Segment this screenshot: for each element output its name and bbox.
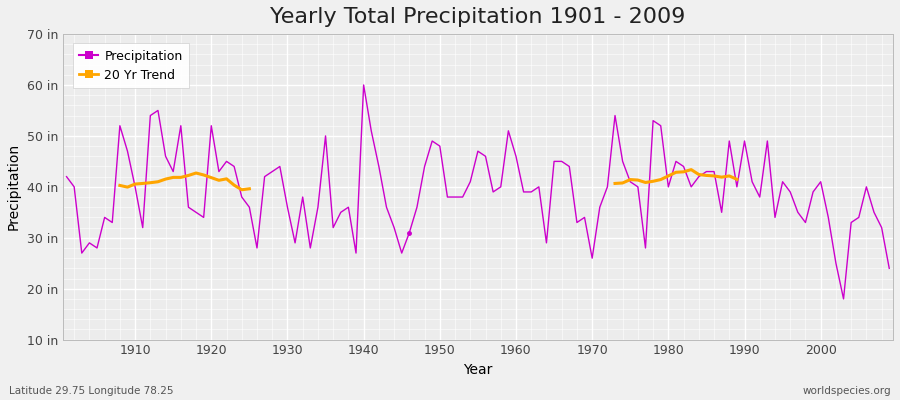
Text: Latitude 29.75 Longitude 78.25: Latitude 29.75 Longitude 78.25 <box>9 386 174 396</box>
Title: Yearly Total Precipitation 1901 - 2009: Yearly Total Precipitation 1901 - 2009 <box>270 7 686 27</box>
Text: worldspecies.org: worldspecies.org <box>803 386 891 396</box>
Y-axis label: Precipitation: Precipitation <box>7 143 21 230</box>
X-axis label: Year: Year <box>464 363 492 377</box>
Legend: Precipitation, 20 Yr Trend: Precipitation, 20 Yr Trend <box>73 43 189 88</box>
